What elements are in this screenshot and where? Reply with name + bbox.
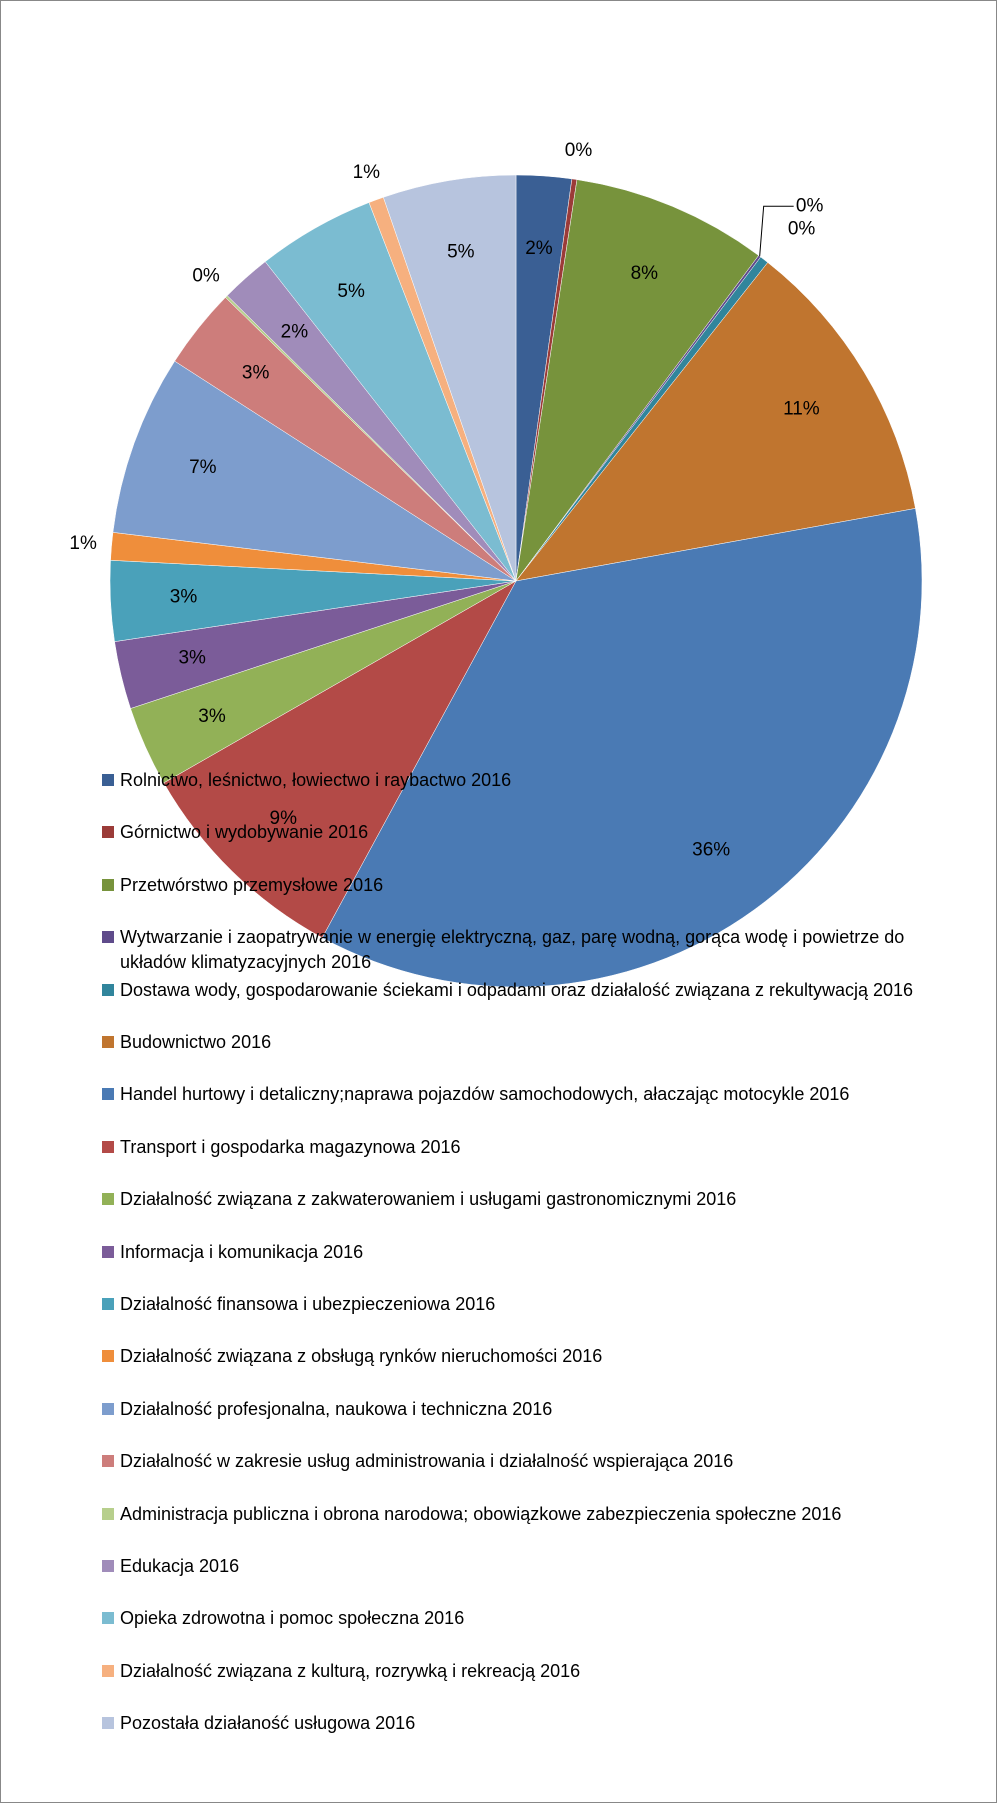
- legend-swatch: [102, 1036, 114, 1048]
- legend-entry: Informacja i komunikacja 2016: [102, 1240, 960, 1265]
- data-label: 11%: [783, 399, 820, 420]
- data-label: 9%: [270, 808, 298, 829]
- pie-slice: [383, 174, 517, 582]
- legend-label: Informacja i komunikacja 2016: [120, 1241, 364, 1262]
- legend-label: Górnictwo i wydobywanie 2016: [120, 822, 369, 843]
- legend-swatch: [102, 1350, 114, 1363]
- data-label: 7%: [189, 457, 217, 478]
- data-label: 0%: [565, 140, 593, 161]
- legend-label: Edukacja 2016: [120, 1556, 240, 1576]
- legend-label: Pozostała działaność usługowa 2016: [120, 1713, 416, 1734]
- legend-label: Działalność związana z obsługą rynków ni…: [120, 1346, 603, 1367]
- legend-entry: Działalność związana z kulturą, rozrywką…: [102, 1659, 960, 1684]
- data-label: 36%: [692, 840, 730, 861]
- data-label: 3%: [170, 586, 198, 607]
- pie-slice: [112, 360, 517, 582]
- data-label: 0%: [796, 195, 824, 216]
- legend-entry: Administracja publiczna i obrona narodow…: [102, 1502, 960, 1527]
- legend-swatch: [102, 878, 114, 891]
- legend-label: Działalność związana z kulturą, rozrywką…: [120, 1660, 581, 1681]
- legend-swatch: [102, 826, 114, 839]
- legend-swatch: [102, 1402, 114, 1415]
- legend-entry: Budownictwo 2016: [102, 1030, 960, 1055]
- legend-label: Administracja publiczna i obrona narodow…: [120, 1503, 842, 1524]
- legend-label: Handel hurtowy i detaliczny;naprawa poja…: [120, 1084, 850, 1105]
- legend-swatch: [102, 774, 114, 786]
- legend-entry: Wytwarzanie i zaopatrywanie w energię el…: [102, 925, 960, 975]
- legend-entry: Rolnictwo, leśnictwo, łowiectwo i raybac…: [102, 768, 960, 793]
- legend-entry: Edukacja 2016: [102, 1554, 960, 1579]
- legend-label: Dostawa wody, gospodarowanie ściekami i …: [120, 979, 914, 1000]
- pie-slice: [515, 262, 916, 582]
- legend-entry: Handel hurtowy i detaliczny;naprawa poja…: [102, 1082, 960, 1107]
- legend-swatch: [102, 1193, 114, 1206]
- legend-entry: Działalność profesjonalna, naukowa i tec…: [102, 1397, 960, 1422]
- data-label: 2%: [525, 238, 553, 259]
- legend-swatch: [102, 983, 114, 996]
- data-label: 0%: [788, 218, 816, 239]
- legend-entry: Transport i gospodarka magazynowa 2016: [102, 1135, 960, 1160]
- data-label: 3%: [178, 647, 206, 668]
- data-label: 5%: [337, 281, 365, 302]
- legend-swatch: [102, 1560, 114, 1572]
- legend-label: Rolnictwo, leśnictwo, łowiectwo i raybac…: [120, 770, 512, 790]
- legend-swatch: [102, 1664, 114, 1677]
- legend-swatch: [102, 1455, 114, 1468]
- legend-label: Budownictwo 2016: [120, 1032, 272, 1052]
- data-label: 3%: [198, 706, 226, 727]
- legend-entry: Dostawa wody, gospodarowanie ściekami i …: [102, 978, 960, 1003]
- legend-entry: Działalność finansowa i ubezpieczeniowa …: [102, 1292, 960, 1317]
- legend-label: Działalność w zakresie usług administrow…: [120, 1451, 734, 1472]
- legend-entry: Przetwórstwo przemysłowe 2016: [102, 873, 960, 898]
- legend-entry: Pozostała działaność usługowa 2016: [102, 1711, 960, 1736]
- legend-swatch: [102, 1717, 114, 1730]
- legend-swatch: [102, 1612, 114, 1625]
- legend-entry: Opieka zdrowotna i pomoc społeczna 2016: [102, 1606, 960, 1631]
- leader-line: [759, 205, 794, 257]
- legend-label: Wytwarzanie i zaopatrywanie w energię el…: [120, 927, 905, 973]
- legend-swatch: [102, 1298, 114, 1310]
- data-label: 0%: [192, 266, 220, 287]
- legend-label: Transport i gospodarka magazynowa 2016: [120, 1136, 461, 1157]
- legend-swatch: [102, 1088, 114, 1101]
- legend-entry: Działalność związana z zakwaterowaniem i…: [102, 1187, 960, 1212]
- data-label: 8%: [631, 263, 659, 284]
- data-label: 2%: [281, 322, 309, 343]
- legend-entry: Działalność w zakresie usług administrow…: [102, 1449, 960, 1474]
- legend-label: Działalność związana z zakwaterowaniem i…: [120, 1189, 737, 1210]
- legend-swatch: [102, 1140, 114, 1153]
- legend-entry: Działalność związana z obsługą rynków ni…: [102, 1344, 960, 1369]
- legend-swatch: [102, 1507, 114, 1520]
- legend-label: Działalność finansowa i ubezpieczeniowa …: [120, 1294, 496, 1314]
- pie-slice: [321, 508, 923, 988]
- legend-label: Przetwórstwo przemysłowe 2016: [120, 874, 384, 895]
- data-label: 1%: [353, 162, 381, 183]
- pie-slice: [515, 179, 759, 582]
- legend-label: Opieka zdrowotna i pomoc społeczna 2016: [120, 1608, 465, 1629]
- data-label: 3%: [242, 363, 270, 384]
- data-label: 1%: [69, 533, 97, 554]
- pie-slice: [163, 580, 517, 939]
- legend-label: Działalność profesjonalna, naukowa i tec…: [120, 1398, 553, 1419]
- legend-entry: Górnictwo i wydobywanie 2016: [102, 820, 960, 845]
- data-label: 5%: [447, 242, 475, 263]
- legend-swatch: [102, 1245, 114, 1258]
- legend-swatch: [102, 931, 114, 944]
